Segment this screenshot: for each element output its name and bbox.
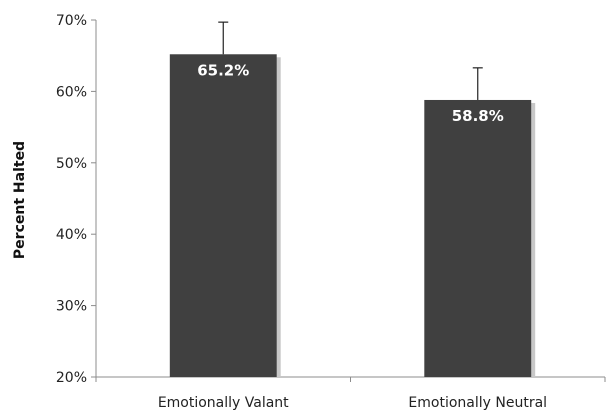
y-tick-label: 20% [56,370,87,386]
x-category-label: Emotionally Neutral [408,395,547,411]
y-tick-label: 40% [56,227,87,243]
y-tick-label: 30% [56,299,87,315]
data-label: 65.2% [197,61,249,79]
y-tick-label: 50% [56,156,87,172]
x-axis: Emotionally Valant Emotionally Neutral [95,376,606,411]
data-label: 58.8% [452,107,504,125]
bar [424,99,532,377]
bar [169,54,277,377]
y-tick-label: 70% [56,13,87,29]
y-axis-title: Percent Halted [12,141,28,259]
bars: 65.2% 58.8% [169,21,536,377]
y-tick-label: 60% [56,84,87,100]
y-axis: 20% 30% 40% 50% 60% 70% [56,13,97,386]
x-category-label: Emotionally Valant [158,395,289,411]
